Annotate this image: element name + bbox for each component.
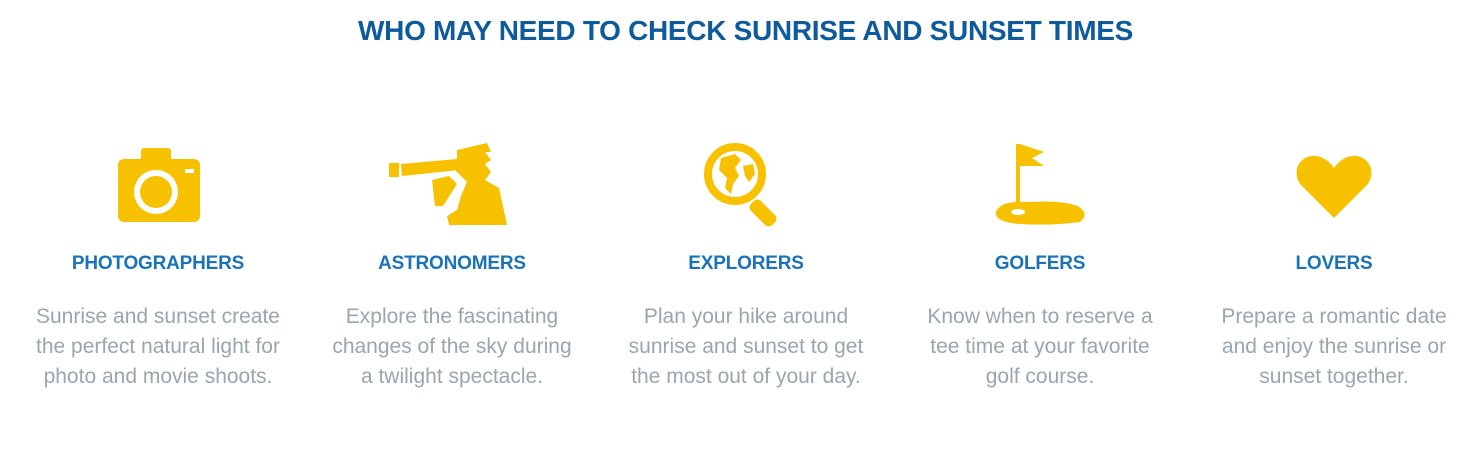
card-title: PHOTOGRAPHERS [71, 253, 245, 274]
card-description: Prepare a romantic date and enjoy the su… [1221, 305, 1447, 388]
card-title: EXPLORERS [688, 253, 804, 274]
audience-card-astronomers: ASTRONOMERS Explore the fascinating chan… [322, 140, 582, 392]
audience-card-lovers: LOVERS Prepare a romantic date and enjoy… [1204, 140, 1464, 392]
audience-card-golfers: GOLFERS Know when to reserve a tee time … [910, 140, 1170, 392]
card-title: ASTRONOMERS [378, 253, 526, 274]
camera-icon [28, 140, 288, 230]
card-description: Explore the fascinating changes of the s… [332, 305, 572, 388]
card-title: LOVERS [1295, 253, 1373, 274]
card-description: Know when to reserve a tee time at your … [927, 305, 1153, 388]
card-description: Sunrise and sunset create the perfect na… [36, 305, 280, 388]
globe-magnifier-icon [616, 140, 876, 230]
page-title: WHO MAY NEED TO CHECK SUNRISE AND SUNSET… [358, 15, 1133, 46]
heart-icon [1204, 140, 1464, 230]
telescope-icon [322, 140, 582, 230]
card-title: GOLFERS [994, 253, 1086, 274]
audience-card-explorers: EXPLORERS Plan your hike around sunrise … [616, 140, 876, 392]
card-description: Plan your hike around sunrise and sunset… [628, 305, 864, 388]
audience-card-photographers: PHOTOGRAPHERS Sunrise and sunset create … [28, 140, 288, 392]
golf-flag-icon [910, 140, 1170, 230]
